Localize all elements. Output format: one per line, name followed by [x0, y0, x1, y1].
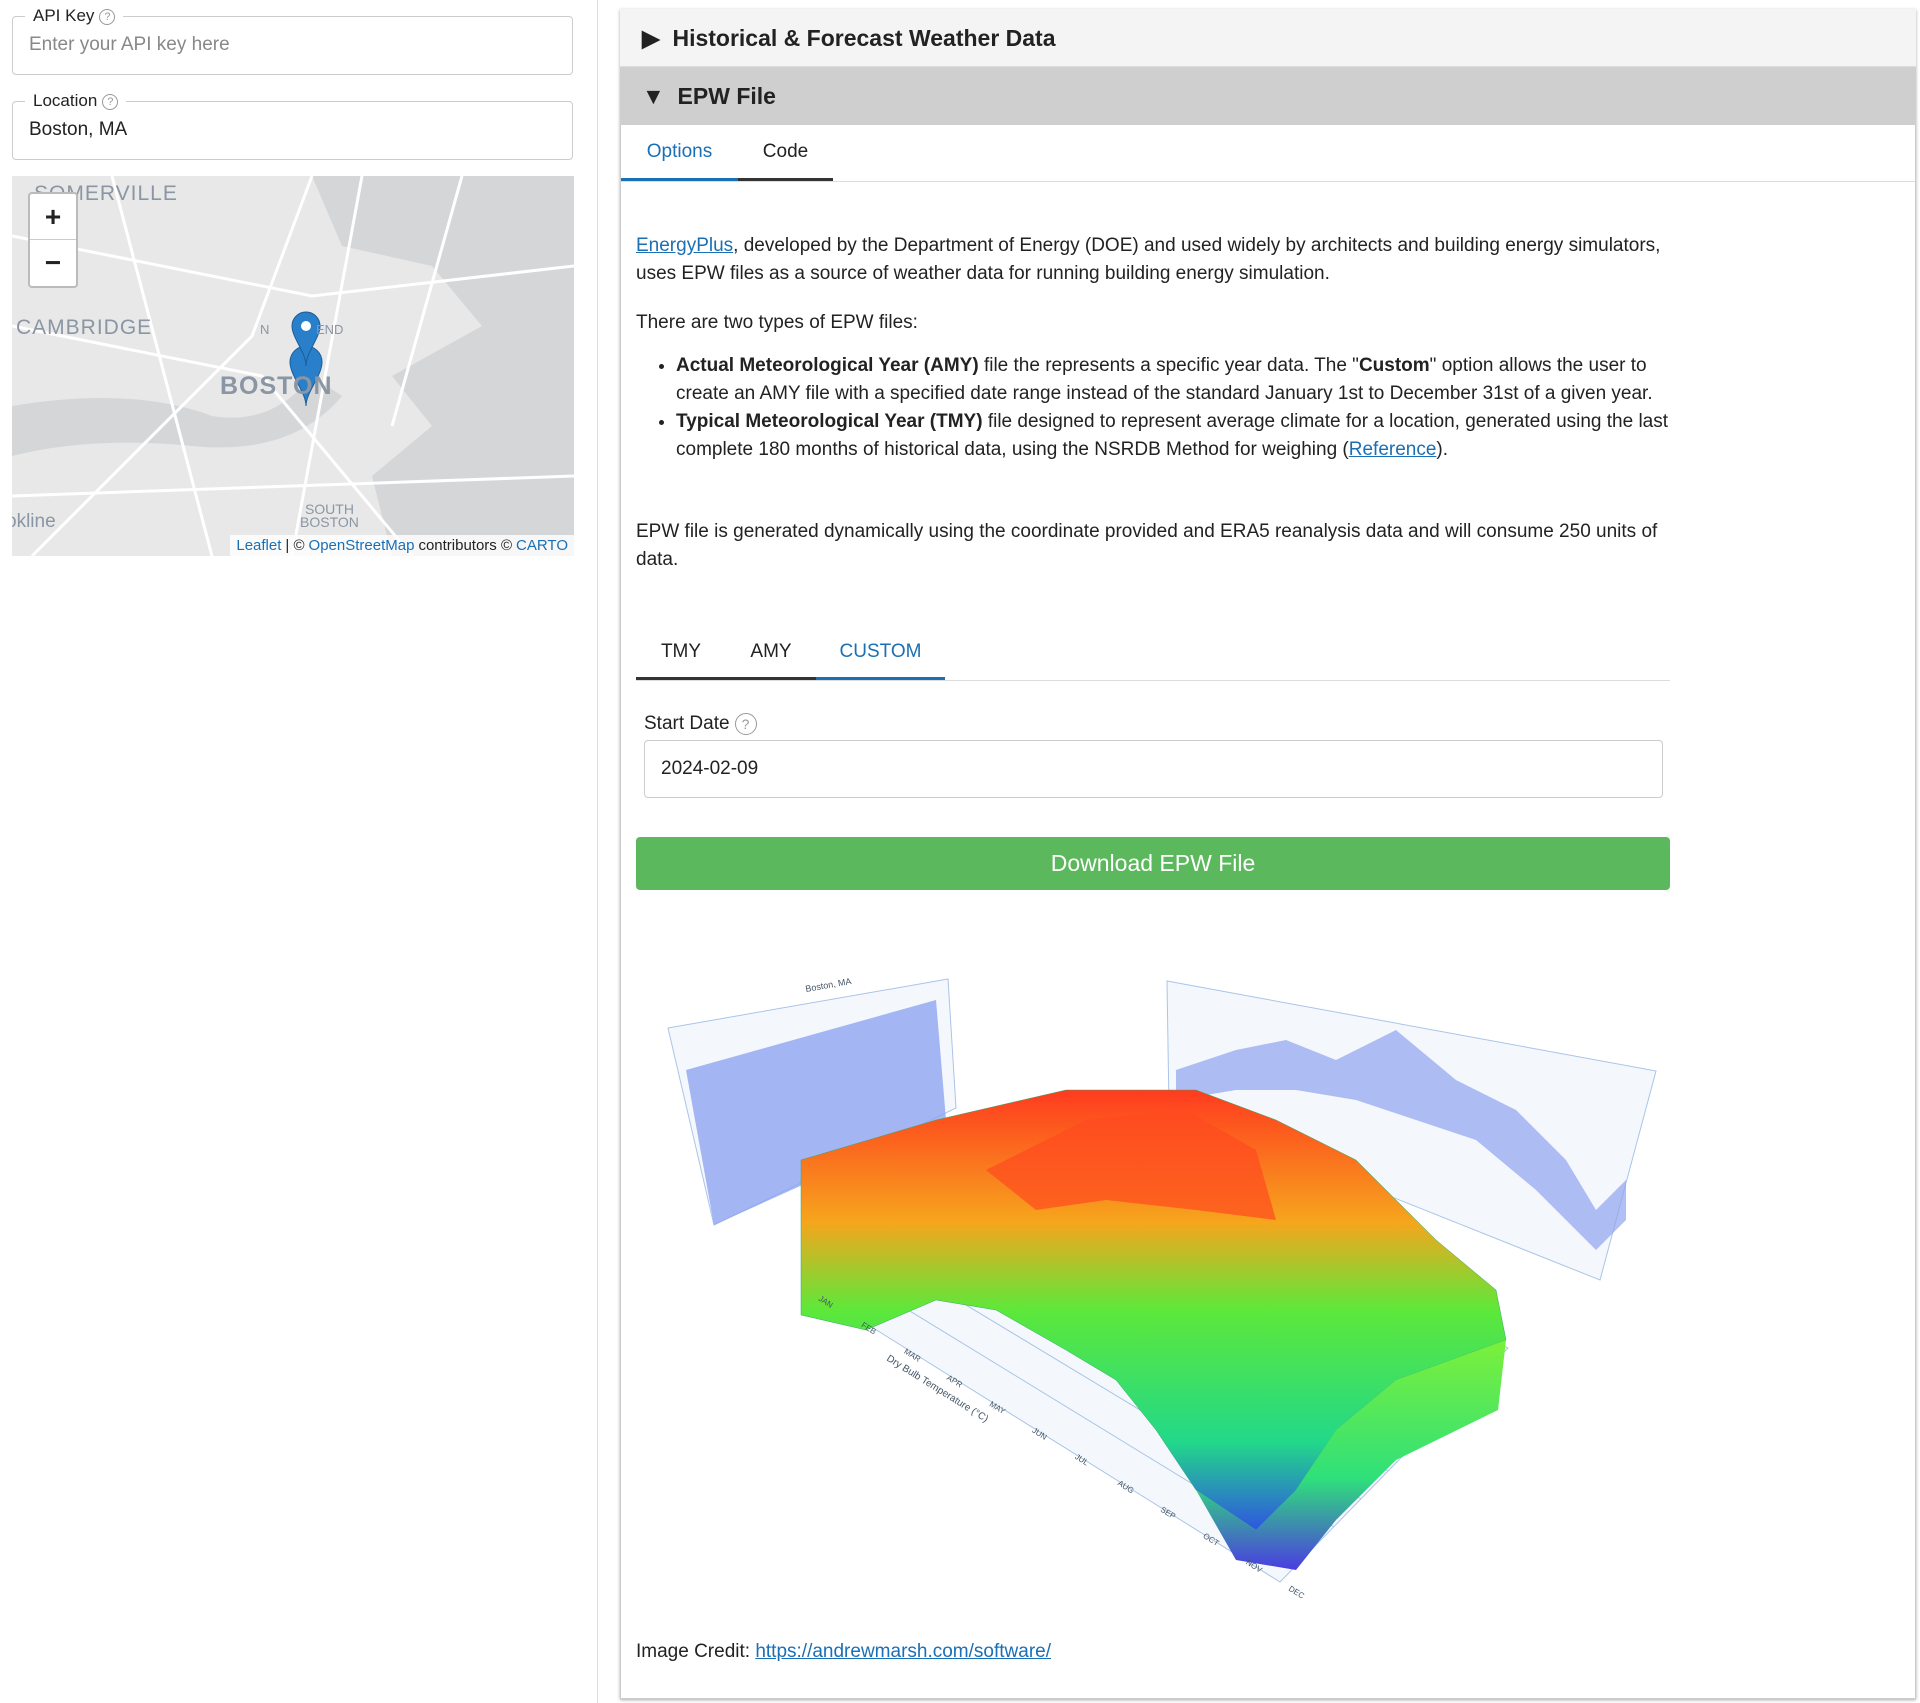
list-item: Typical Meteorological Year (TMY) file d…: [676, 408, 1676, 464]
file-tabs: TMY AMY CUSTOM: [636, 628, 1670, 681]
accordion-title: EPW File: [677, 83, 776, 109]
map-label: N: [260, 322, 270, 337]
text: Image Credit:: [636, 1641, 751, 1662]
image-credit: Image Credit: https://andrewmarsh.com/so…: [636, 1641, 1051, 1663]
map-label: CAMBRIDGE: [16, 316, 153, 339]
tab-indicator: [636, 677, 816, 680]
text: , developed by the Department of Energy …: [636, 235, 1661, 284]
value: Boston, MA: [29, 119, 128, 140]
paragraph: EPW file is generated dynamically using …: [636, 521, 1658, 570]
zoom-control: + −: [28, 192, 78, 288]
location-field[interactable]: Location? Boston, MA: [12, 91, 573, 160]
paragraph: EnergyPlus, developed by the Department …: [636, 232, 1676, 288]
label-text: Location: [33, 91, 98, 110]
map-label: END: [316, 322, 344, 337]
map-marker[interactable]: [280, 304, 340, 374]
bold: Custom: [1358, 355, 1430, 376]
tab[interactable]: TMY: [660, 641, 702, 662]
help-icon[interactable]: ?: [102, 93, 119, 110]
map-tiles: [12, 176, 574, 556]
paragraph: There are two types of EPW files:: [636, 312, 918, 333]
list-item: Actual Meteorological Year (AMY) file th…: [676, 352, 1676, 408]
tab[interactable]: Code: [762, 141, 809, 162]
left-plane: [667, 978, 957, 1226]
link[interactable]: Reference: [1348, 439, 1437, 460]
placeholder: Enter your API key here: [29, 34, 230, 55]
link[interactable]: OpenStreetMap: [308, 537, 415, 554]
figure-title: Boston, MA: [805, 976, 853, 994]
tab-indicator: [816, 677, 945, 680]
bold: Actual Meteorological Year (AMY): [676, 355, 979, 376]
link[interactable]: https://andrewmarsh.com/software/: [755, 1641, 1051, 1662]
zoom-in[interactable]: +: [30, 194, 76, 240]
help-icon[interactable]: ?: [99, 8, 116, 25]
text: | ©: [285, 537, 305, 554]
text: " option allows the user to create an AM…: [676, 355, 1653, 404]
map-label: SOUTH BOSTON: [300, 501, 359, 530]
help-icon[interactable]: ?: [734, 713, 757, 735]
list: Actual Meteorological Year (AMY) file th…: [636, 338, 1676, 464]
bold: Typical Meteorological Year (TMY): [676, 411, 983, 432]
tab-bar: Options Code: [621, 124, 1915, 182]
date-input[interactable]: 2024-02-09: [644, 740, 1663, 798]
link[interactable]: Leaflet: [236, 537, 282, 554]
surface: [800, 1089, 1507, 1570]
map-label-line: BOSTON: [300, 514, 359, 530]
attribution: Leaflet | © OpenStreetMap contributors © CAR…: [230, 535, 574, 556]
text: file the represents a specific year data…: [978, 355, 1359, 376]
accordion-title: Historical & Forecast Weather Data: [672, 25, 1056, 51]
accordion-header[interactable]: ▼ EPW File: [620, 67, 1916, 125]
map-label-line: SOUTH: [304, 501, 354, 517]
tab[interactable]: Options: [646, 141, 713, 162]
right-plane: [1166, 980, 1657, 1281]
zoom-out[interactable]: −: [44, 247, 62, 278]
map-label: okline: [12, 511, 56, 532]
link[interactable]: CARTO: [516, 537, 568, 554]
label: API Key?: [25, 6, 124, 26]
label: Start Date?: [644, 713, 757, 735]
download-button[interactable]: Download EPW File: [636, 837, 1670, 890]
text: ).: [1436, 439, 1449, 460]
label-text: API Key: [33, 6, 95, 25]
text: file designed to represent average clima…: [676, 411, 1669, 460]
api-key-field[interactable]: API Key? Enter your API key here: [12, 6, 573, 75]
month-label: DEC: [1287, 1584, 1306, 1600]
tab-indicator: [738, 178, 833, 181]
map[interactable]: SOMERVILLE CAMBRIDGE BOSTON SOUTH BOSTON …: [12, 176, 574, 556]
divider: [597, 0, 598, 1703]
tab[interactable]: CUSTOM: [839, 641, 922, 662]
link[interactable]: EnergyPlus: [636, 235, 734, 256]
tab[interactable]: AMY: [750, 641, 792, 662]
map-label: BOSTON: [220, 372, 333, 400]
text: contributors ©: [418, 537, 513, 554]
tab-indicator: [621, 178, 738, 181]
label-text: Start Date: [644, 713, 730, 735]
label: Location?: [25, 91, 127, 111]
accordion-header[interactable]: ▶ Historical & Forecast Weather Data: [620, 9, 1916, 67]
